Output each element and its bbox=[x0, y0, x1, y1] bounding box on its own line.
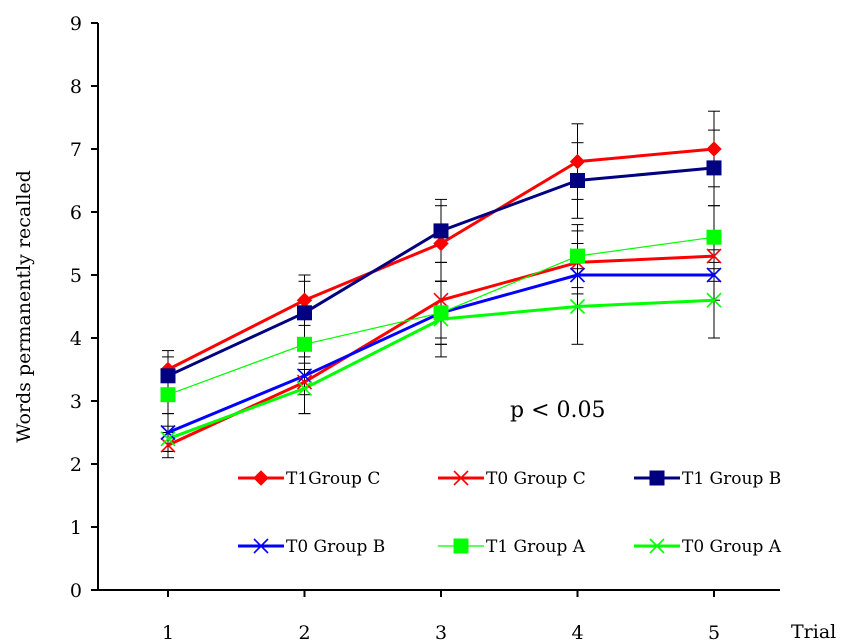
data-point bbox=[706, 292, 722, 308]
legend-marker bbox=[453, 538, 469, 554]
data-point bbox=[296, 292, 313, 308]
marker-stroke bbox=[433, 292, 449, 308]
legend-label: T1Group C bbox=[286, 469, 380, 489]
y-tick-label: 3 bbox=[70, 391, 82, 413]
data-point bbox=[569, 267, 586, 283]
marker-stroke bbox=[160, 431, 176, 447]
x-tick-label: 4 bbox=[571, 622, 583, 640]
series-markers bbox=[160, 141, 722, 453]
marker-stroke bbox=[433, 311, 449, 327]
data-point bbox=[706, 141, 722, 157]
data-point bbox=[160, 368, 176, 384]
data-point bbox=[706, 248, 722, 264]
legend-label: T1 Group B bbox=[682, 469, 781, 489]
marker-stroke bbox=[160, 437, 176, 453]
marker-stroke bbox=[296, 380, 313, 396]
data-point bbox=[433, 305, 449, 321]
data-point bbox=[297, 305, 312, 321]
legend-label: T0 Group B bbox=[286, 537, 385, 557]
x-tick-label: 3 bbox=[435, 622, 447, 640]
y-axis-title: Words permanently recalled bbox=[13, 170, 35, 443]
data-point bbox=[569, 298, 586, 315]
data-point bbox=[160, 424, 176, 441]
marker-stroke bbox=[569, 267, 586, 283]
error-bars bbox=[162, 110, 720, 459]
marker-stroke bbox=[253, 538, 269, 554]
y-tick-label: 8 bbox=[70, 76, 82, 98]
legend-item: T1 Group B bbox=[634, 469, 781, 489]
data-point bbox=[433, 223, 449, 239]
y-tick-label: 6 bbox=[70, 202, 82, 224]
data-point bbox=[433, 292, 449, 308]
data-point bbox=[160, 387, 176, 403]
marker-stroke bbox=[706, 267, 722, 283]
legend-item: T0 Group A bbox=[634, 537, 782, 557]
legend: T1Group C T0 Group C T1 Group B T0 Group B T… bbox=[238, 469, 782, 557]
x-axis-title: Trial bbox=[791, 621, 836, 640]
marker-stroke bbox=[706, 248, 722, 264]
data-point bbox=[296, 380, 313, 396]
data-point bbox=[296, 368, 313, 384]
legend-item: T0 Group B bbox=[238, 537, 385, 557]
legend-marker bbox=[253, 470, 269, 486]
marker-stroke bbox=[569, 298, 586, 315]
data-point bbox=[433, 311, 449, 327]
legend-label: T1 Group A bbox=[486, 537, 586, 557]
legend-label: T0 Group C bbox=[486, 469, 586, 489]
y-tick-label: 1 bbox=[70, 517, 82, 539]
legend-item: T0 Group C bbox=[438, 469, 586, 489]
legend-marker bbox=[253, 538, 269, 554]
y-tick-label: 0 bbox=[70, 580, 82, 602]
data-point bbox=[706, 160, 722, 176]
y-tick-label: 5 bbox=[70, 265, 82, 287]
x-tick-label: 2 bbox=[298, 622, 310, 640]
legend-label: T0 Group A bbox=[682, 537, 782, 557]
data-point bbox=[160, 437, 176, 453]
x-tick-label: 1 bbox=[162, 622, 174, 640]
marker-stroke bbox=[453, 470, 469, 486]
legend-item: T1 Group A bbox=[438, 537, 586, 557]
data-point bbox=[570, 173, 585, 188]
y-tick-label: 7 bbox=[70, 139, 82, 161]
marker-stroke bbox=[649, 538, 665, 554]
data-point bbox=[570, 248, 585, 264]
marker-stroke bbox=[296, 374, 313, 390]
legend-marker bbox=[649, 470, 665, 486]
y-tick-label: 9 bbox=[70, 13, 82, 35]
x-tick-label: 5 bbox=[708, 622, 720, 640]
data-point bbox=[160, 431, 176, 447]
significance-annotation: p < 0.05 bbox=[510, 398, 606, 423]
data-point bbox=[433, 235, 449, 252]
data-point bbox=[706, 267, 722, 283]
marker-stroke bbox=[160, 424, 176, 441]
data-point bbox=[297, 336, 312, 352]
data-point bbox=[569, 153, 586, 170]
marker-stroke bbox=[296, 368, 313, 384]
marker-stroke bbox=[706, 292, 722, 308]
axes: 0 1 2 3 4 5 6 7 8 9 1 2 3 4 5 bbox=[70, 13, 780, 640]
data-point bbox=[296, 374, 313, 390]
y-tick-label: 4 bbox=[70, 328, 82, 350]
data-point bbox=[706, 229, 722, 245]
legend-marker bbox=[453, 470, 469, 486]
legend-marker bbox=[649, 538, 665, 554]
y-tick-label: 2 bbox=[70, 454, 82, 476]
legend-item: T1Group C bbox=[238, 469, 380, 489]
